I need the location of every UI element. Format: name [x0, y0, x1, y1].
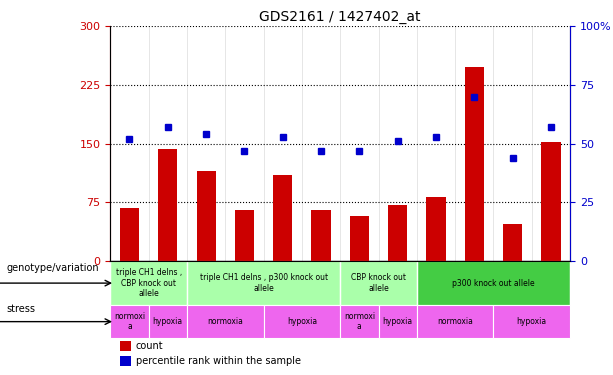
Text: p300 knock out allele: p300 knock out allele	[452, 279, 535, 288]
Bar	[273, 175, 292, 261]
Text: percentile rank within the sample: percentile rank within the sample	[135, 356, 300, 366]
FancyBboxPatch shape	[493, 305, 570, 338]
Text: hypoxia: hypoxia	[517, 317, 547, 326]
Bar	[158, 149, 177, 261]
FancyBboxPatch shape	[148, 305, 187, 338]
Text: count: count	[135, 341, 163, 351]
Bar	[311, 210, 330, 261]
Bar	[427, 197, 446, 261]
Bar	[120, 208, 139, 261]
FancyBboxPatch shape	[187, 261, 340, 305]
Text: hypoxia: hypoxia	[153, 317, 183, 326]
FancyBboxPatch shape	[378, 305, 417, 338]
FancyBboxPatch shape	[110, 305, 148, 338]
Text: normoxi
a: normoxi a	[344, 312, 375, 332]
FancyBboxPatch shape	[417, 305, 493, 338]
FancyBboxPatch shape	[264, 305, 340, 338]
Text: normoxi
a: normoxi a	[114, 312, 145, 332]
Text: triple CH1 delns , p300 knock out
allele: triple CH1 delns , p300 knock out allele	[199, 273, 328, 293]
Bar	[541, 142, 560, 261]
Text: triple CH1 delns ,
CBP knock out
allele: triple CH1 delns , CBP knock out allele	[115, 268, 182, 298]
FancyBboxPatch shape	[110, 261, 187, 305]
Bar	[197, 171, 216, 261]
Title: GDS2161 / 1427402_at: GDS2161 / 1427402_at	[259, 10, 421, 24]
Bar	[120, 341, 131, 351]
FancyBboxPatch shape	[417, 261, 570, 305]
Text: normoxia: normoxia	[207, 317, 243, 326]
Bar	[120, 356, 131, 366]
Bar	[235, 210, 254, 261]
Bar	[350, 216, 369, 261]
FancyBboxPatch shape	[187, 305, 264, 338]
Bar	[465, 67, 484, 261]
FancyBboxPatch shape	[340, 305, 378, 338]
FancyBboxPatch shape	[340, 261, 417, 305]
Text: normoxia: normoxia	[437, 317, 473, 326]
Text: hypoxia: hypoxia	[383, 317, 413, 326]
Text: hypoxia: hypoxia	[287, 317, 317, 326]
Text: genotype/variation: genotype/variation	[6, 263, 99, 273]
Bar	[503, 224, 522, 261]
Bar	[388, 205, 407, 261]
Text: stress: stress	[6, 304, 35, 314]
Text: CBP knock out
allele: CBP knock out allele	[351, 273, 406, 293]
